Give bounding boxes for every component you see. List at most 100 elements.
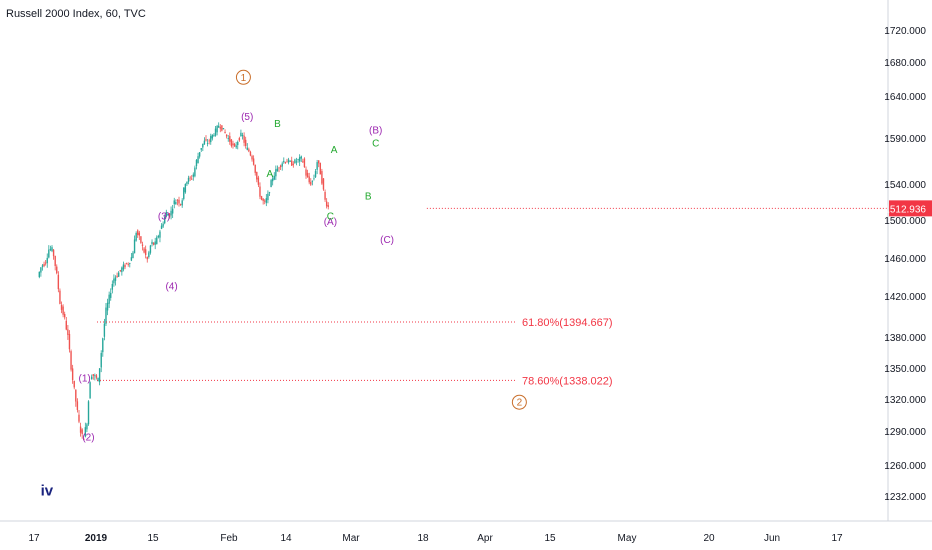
candle-body xyxy=(300,156,302,159)
wave-label: (3) xyxy=(158,212,170,223)
candle-body xyxy=(195,159,198,167)
time-tick-label: May xyxy=(618,533,637,544)
candle-body xyxy=(181,200,183,206)
wave-label: (5) xyxy=(241,112,253,123)
price-tick-label: 1350.000 xyxy=(884,364,926,375)
candle-body xyxy=(319,163,322,175)
wave-circle xyxy=(511,394,527,410)
candle-body xyxy=(287,159,290,163)
candle-body xyxy=(241,135,244,136)
candle-body xyxy=(219,127,221,129)
candle-body xyxy=(121,267,123,273)
candle-body xyxy=(146,256,148,260)
candle-body xyxy=(187,177,190,182)
candle-body xyxy=(56,266,58,274)
candle-body xyxy=(125,263,128,264)
candle-body xyxy=(214,128,217,136)
candle-body xyxy=(197,156,199,164)
candle-body xyxy=(179,204,182,205)
candle-body xyxy=(221,125,223,131)
candle-body xyxy=(62,306,64,315)
candle-body xyxy=(52,249,55,257)
wave-label-iv: iv xyxy=(41,483,54,500)
time-tick-label: 20 xyxy=(703,533,715,544)
price-tick-label: 1320.000 xyxy=(884,395,926,406)
candle-body xyxy=(160,225,163,229)
candle-body xyxy=(86,424,88,430)
candle-body xyxy=(230,139,233,147)
time-tick-label: 18 xyxy=(417,533,429,544)
candle-body xyxy=(198,152,201,157)
candle-body xyxy=(167,214,169,216)
candle-body xyxy=(68,333,71,350)
candle-body xyxy=(279,165,282,168)
wave-label: A xyxy=(331,145,338,156)
candle-body xyxy=(64,314,66,318)
candle-body xyxy=(316,162,318,170)
fib-level-label: 78.60%(1338.022) xyxy=(522,375,613,387)
candle-body xyxy=(311,180,314,182)
candle-body xyxy=(102,338,104,353)
candle-body xyxy=(303,158,306,168)
candle-body xyxy=(189,177,191,179)
candle-body xyxy=(170,210,172,216)
candle-body xyxy=(248,149,250,152)
candle-body xyxy=(306,172,309,178)
chart-title: Russell 2000 Index, 60, TVC xyxy=(6,8,146,20)
candle-body xyxy=(321,171,323,184)
price-tick-label: 1720.000 xyxy=(884,26,926,37)
candle-body xyxy=(59,290,61,304)
candle-body xyxy=(237,141,239,146)
candle-body xyxy=(43,263,45,267)
candle-body xyxy=(110,292,112,298)
candle-body xyxy=(268,192,271,194)
candle-body xyxy=(240,132,242,137)
price-tick-label: 1260.000 xyxy=(884,461,926,472)
candle-body xyxy=(171,208,174,214)
candle-body xyxy=(225,134,228,137)
wave-label: C xyxy=(372,139,379,150)
candle-body xyxy=(238,138,241,141)
candle-body xyxy=(130,257,133,261)
time-tick-label: 17 xyxy=(831,533,843,544)
candle-body xyxy=(289,161,291,162)
wave-label: (B) xyxy=(369,126,382,137)
candle-body xyxy=(286,161,288,163)
candle-body xyxy=(183,187,185,199)
candle-body xyxy=(116,275,118,278)
candle-body xyxy=(151,241,153,245)
candle-body xyxy=(178,199,180,204)
time-tick-label: Jun xyxy=(764,533,780,544)
candle-body xyxy=(133,239,136,254)
candle-body xyxy=(318,160,320,164)
candle-body xyxy=(94,375,96,377)
candle-body xyxy=(276,168,279,172)
candle-body xyxy=(302,161,304,163)
candle-body xyxy=(38,271,40,278)
candle-body xyxy=(48,249,50,258)
candle-body xyxy=(106,302,109,311)
price-tick-label: 1460.000 xyxy=(884,254,926,265)
candle-body xyxy=(149,245,152,253)
candle-body xyxy=(249,151,252,156)
wave-label: C xyxy=(327,212,334,223)
candle-body xyxy=(105,307,107,324)
candle-body xyxy=(200,148,202,150)
candle-body xyxy=(98,368,101,383)
candle-body xyxy=(76,401,79,410)
wave-label: (1) xyxy=(79,373,91,384)
candle-body xyxy=(262,198,264,202)
candle-body xyxy=(322,178,325,190)
candle-body xyxy=(173,200,175,205)
candle-body xyxy=(65,320,67,330)
candle-body xyxy=(295,161,298,163)
wave-label: A xyxy=(267,169,274,180)
candle-body xyxy=(229,136,231,142)
price-tick-label: 1680.000 xyxy=(884,58,926,69)
candle-body xyxy=(122,264,125,270)
candle-body xyxy=(232,143,234,146)
candle-body xyxy=(100,353,102,368)
candle-body xyxy=(211,134,214,139)
